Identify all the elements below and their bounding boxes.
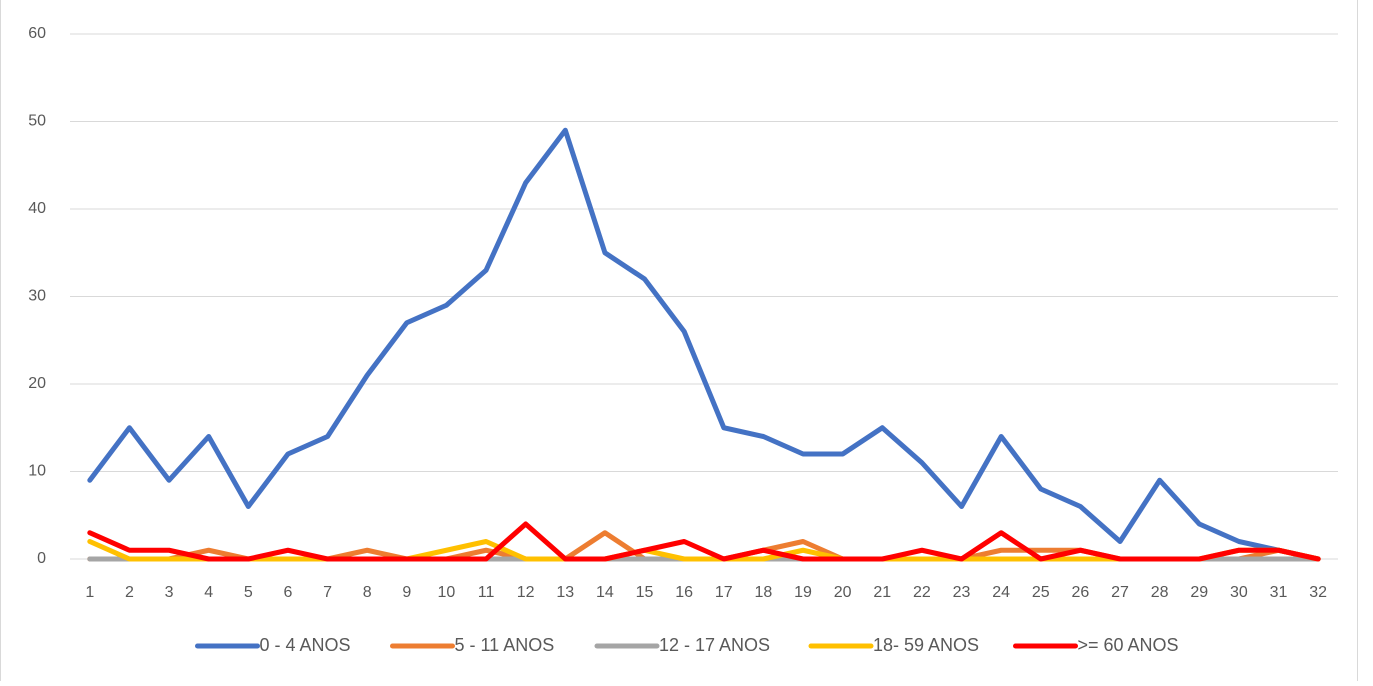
x-tick-label: 22 [913,584,931,601]
legend-label: 5 - 11 ANOS [455,635,555,655]
y-tick-label: 60 [28,25,46,42]
x-tick-label: 16 [675,584,693,601]
x-tick-label: 23 [953,584,971,601]
y-tick-label: 30 [28,288,46,305]
x-tick-label: 4 [204,584,213,601]
x-tick-label: 7 [323,584,332,601]
series-line [87,127,1321,562]
x-tick-label: 6 [283,584,292,601]
x-tick-label: 27 [1111,584,1129,601]
x-tick-label: 30 [1230,584,1248,601]
x-tick-label: 24 [992,584,1010,601]
y-tick-label: 10 [28,463,46,480]
x-tick-label: 8 [363,584,372,601]
legend-label: >= 60 ANOS [1078,635,1179,655]
x-tick-label: 21 [873,584,891,601]
y-tick-label: 20 [28,375,46,392]
x-tick-label: 5 [244,584,253,601]
x-tick-label: 15 [636,584,654,601]
x-tick-label: 18 [755,584,773,601]
legend-label: 12 - 17 ANOS [659,635,770,655]
y-tick-label: 50 [28,113,46,130]
x-tick-label: 12 [517,584,535,601]
x-tick-label: 1 [85,584,94,601]
x-tick-label: 28 [1151,584,1169,601]
x-tick-label: 19 [794,584,812,601]
series-line [87,521,1321,562]
x-tick-label: 11 [478,584,495,601]
y-tick-label: 40 [28,200,46,217]
x-tick-label: 2 [125,584,134,601]
y-tick-label: 0 [37,550,46,567]
x-tick-label: 10 [438,584,456,601]
x-tick-label: 3 [165,584,174,601]
x-tick-label: 26 [1072,584,1090,601]
x-tick-label: 9 [402,584,411,601]
x-tick-label: 17 [715,584,733,601]
x-tick-label: 31 [1270,584,1288,601]
x-tick-label: 32 [1309,584,1327,601]
x-tick-label: 13 [556,584,574,601]
legend-label: 0 - 4 ANOS [260,635,351,655]
x-tick-label: 14 [596,584,614,601]
legend-label: 18- 59 ANOS [873,635,979,655]
x-tick-label: 20 [834,584,852,601]
x-tick-label: 25 [1032,584,1050,601]
x-tick-label: 29 [1190,584,1208,601]
